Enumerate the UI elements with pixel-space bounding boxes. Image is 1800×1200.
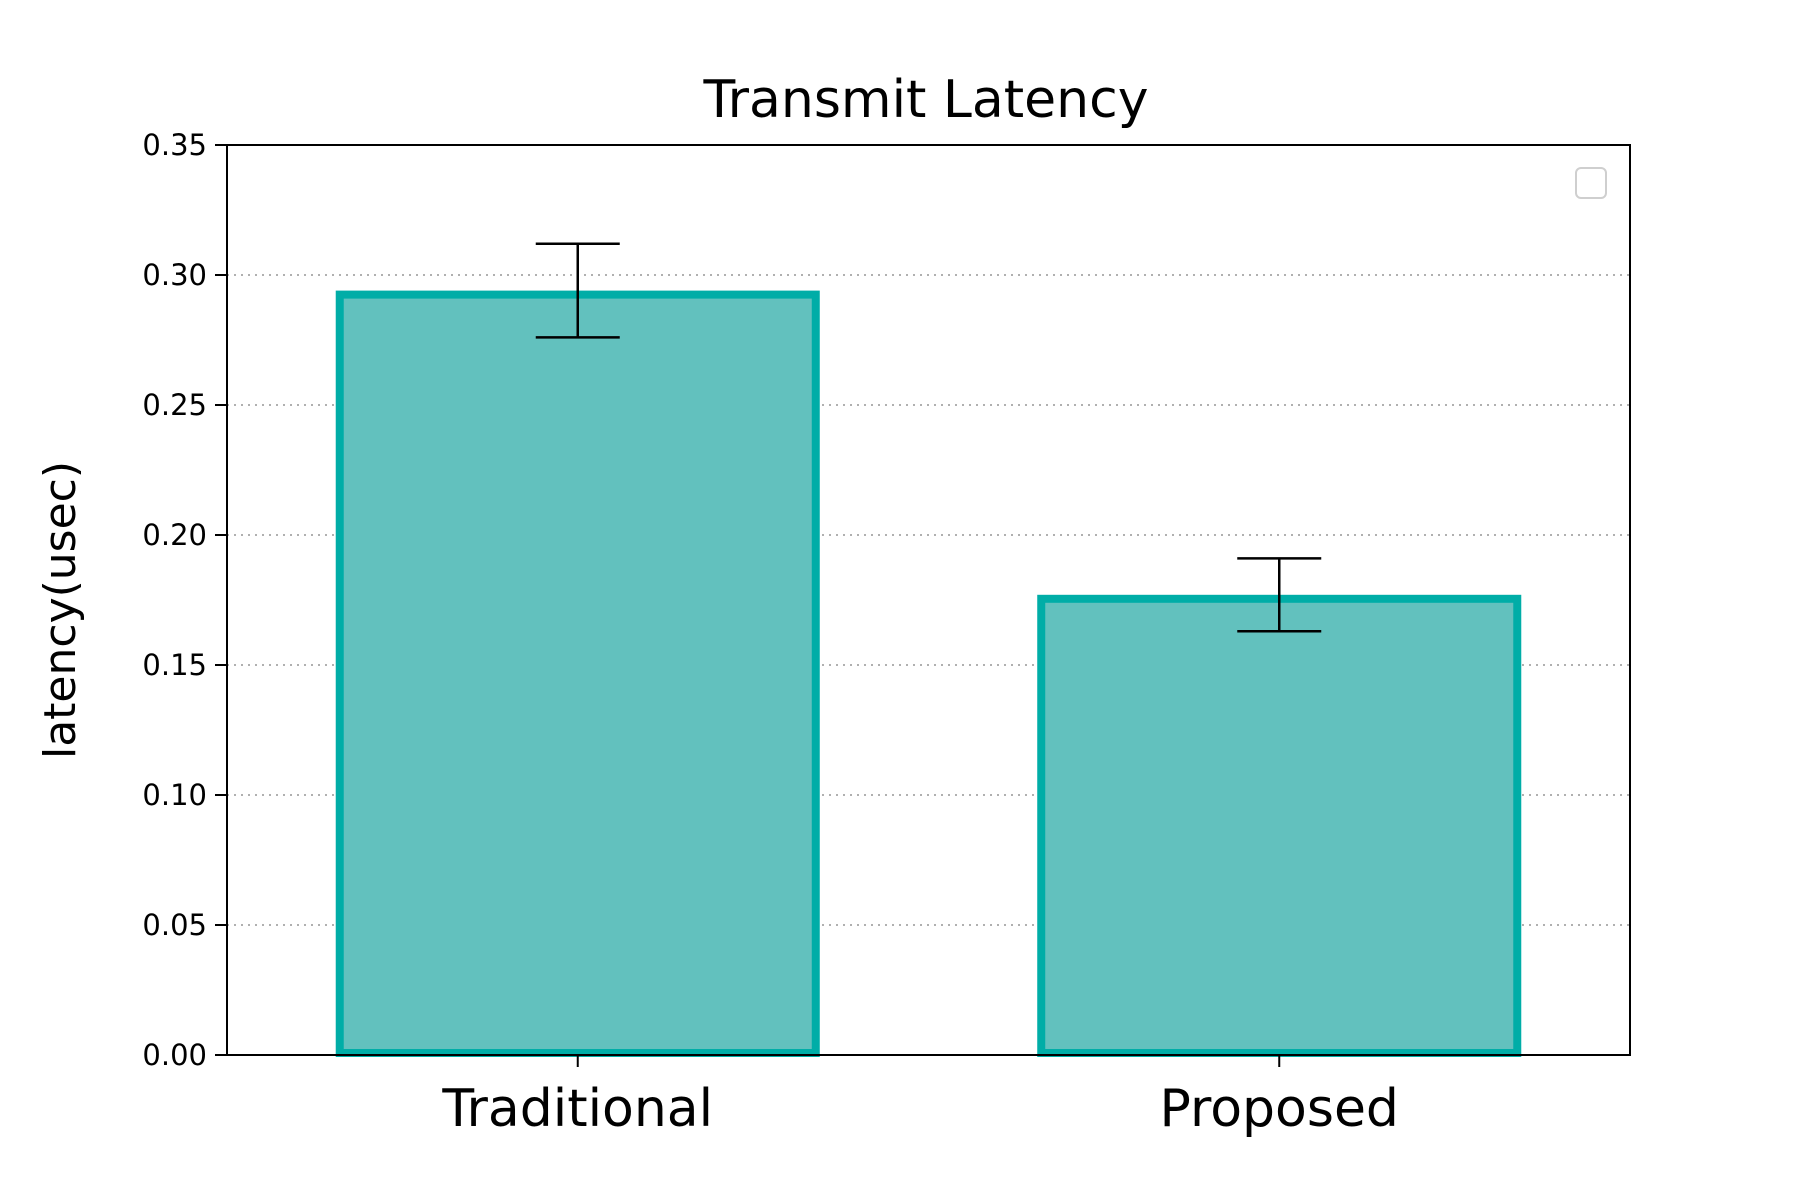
plot-frame: [226, 144, 1631, 1056]
y-tick-label: 0.25: [142, 388, 207, 422]
y-tick-label: 0.35: [142, 128, 207, 162]
y-tick-label: 0.20: [142, 518, 207, 552]
y-tick-label: 0.15: [142, 648, 207, 682]
bars: [335, 290, 1522, 1058]
x-tick-label: Traditional: [441, 1079, 713, 1139]
x-axis-ticks: Traditional Proposed: [441, 1055, 1399, 1139]
y-axis-ticks: 0.00 0.05 0.10 0.15 0.20 0.25 0.30 0.35: [142, 128, 227, 1072]
error-bars: [535, 242, 1322, 633]
x-tick-label: Proposed: [1160, 1079, 1399, 1139]
y-tick-label: 0.00: [142, 1038, 207, 1072]
y-tick-label: 0.30: [142, 258, 207, 292]
legend-box: [1575, 167, 1607, 199]
bar: [1037, 594, 1522, 1057]
y-tick-label: 0.05: [142, 908, 207, 942]
y-axis-label: latency(usec): [35, 461, 86, 759]
chart-title: Transmit Latency: [703, 70, 1149, 130]
bar: [335, 290, 820, 1058]
y-tick-label: 0.10: [142, 778, 207, 812]
